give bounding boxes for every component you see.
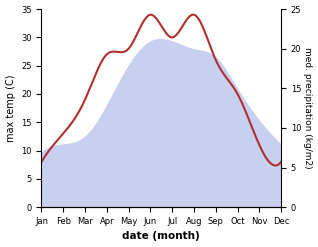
Y-axis label: max temp (C): max temp (C): [5, 74, 16, 142]
Y-axis label: med. precipitation (kg/m2): med. precipitation (kg/m2): [303, 47, 313, 169]
X-axis label: date (month): date (month): [122, 231, 200, 242]
